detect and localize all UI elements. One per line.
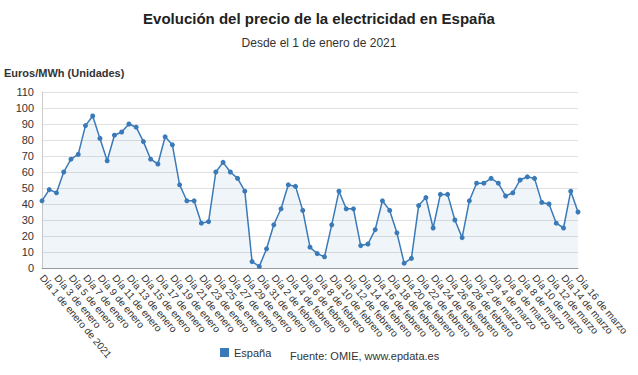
svg-text:90: 90 xyxy=(22,118,34,130)
svg-text:0: 0 xyxy=(28,262,34,274)
svg-text:Día 29 de enero: Día 29 de enero xyxy=(240,272,296,335)
svg-text:Día 8 de febrero: Día 8 de febrero xyxy=(313,272,368,335)
svg-text:Euros/MWh (Unidades): Euros/MWh (Unidades) xyxy=(4,67,125,79)
svg-text:80: 80 xyxy=(22,134,34,146)
svg-text:España: España xyxy=(234,347,272,359)
svg-text:Desde el 1 de enero de 2021: Desde el 1 de enero de 2021 xyxy=(242,36,397,50)
svg-text:50: 50 xyxy=(22,182,34,194)
svg-text:Día 10 de marzo: Día 10 de marzo xyxy=(530,272,587,337)
svg-text:Día 2 de febrero: Día 2 de febrero xyxy=(269,272,325,335)
svg-text:Día 15 de enero: Día 15 de enero xyxy=(139,272,194,335)
svg-text:Día 19 de enero: Día 19 de enero xyxy=(168,272,223,335)
svg-text:Día 4 de febrero: Día 4 de febrero xyxy=(284,272,339,335)
svg-text:Día 23 de enero: Día 23 de enero xyxy=(197,272,252,335)
svg-text:Día 20 de febrero: Día 20 de febrero xyxy=(399,272,459,340)
svg-text:Día 9 de enero: Día 9 de enero xyxy=(95,272,147,331)
svg-text:Día 5 de enero: Día 5 de enero xyxy=(66,272,118,331)
svg-text:Evolución del precio de la ele: Evolución del precio de la electricidad … xyxy=(143,10,495,27)
svg-text:Día 6 de febrero: Día 6 de febrero xyxy=(298,272,354,335)
svg-text:Día 13 de enero: Día 13 de enero xyxy=(124,272,180,335)
svg-text:Día 16 de febrero: Día 16 de febrero xyxy=(371,272,430,340)
svg-text:Día 11 de enero: Día 11 de enero xyxy=(110,272,165,334)
svg-text:Día 27 de enero: Día 27 de enero xyxy=(226,272,281,335)
svg-text:110: 110 xyxy=(16,86,34,98)
svg-text:Día 28 de febrero: Día 28 de febrero xyxy=(457,272,517,340)
svg-text:30: 30 xyxy=(22,214,34,226)
svg-text:Día 24 de febrero: Día 24 de febrero xyxy=(428,272,488,340)
svg-text:Día 22 de febrero: Día 22 de febrero xyxy=(414,272,473,340)
svg-text:Día 18 de febrero: Día 18 de febrero xyxy=(385,272,444,340)
svg-text:10: 10 xyxy=(22,246,34,258)
svg-text:Día 1 de enero de 2021: Día 1 de enero de 2021 xyxy=(37,272,114,360)
svg-text:Día 21 de enero: Día 21 de enero xyxy=(182,272,238,335)
svg-text:Día 12 de febrero: Día 12 de febrero xyxy=(342,272,401,340)
svg-text:Día 3 de enero: Día 3 de enero xyxy=(52,272,104,331)
svg-text:Día 25 de enero: Día 25 de enero xyxy=(211,272,267,335)
svg-text:Día 26 de febrero: Día 26 de febrero xyxy=(443,272,502,340)
svg-text:60: 60 xyxy=(22,166,34,178)
svg-text:100: 100 xyxy=(16,102,34,114)
svg-text:Día 17 de enero: Día 17 de enero xyxy=(153,272,209,335)
svg-text:Día 10 de febrero: Día 10 de febrero xyxy=(327,272,386,340)
svg-text:Día 6 de marzo: Día 6 de marzo xyxy=(501,272,554,332)
svg-text:Día 8 de marzo: Día 8 de marzo xyxy=(515,272,569,332)
svg-text:Día 2 de marzo: Día 2 de marzo xyxy=(472,272,525,332)
svg-text:Día 14 de marzo: Día 14 de marzo xyxy=(559,272,616,337)
svg-text:Día 14 de febrero: Día 14 de febrero xyxy=(356,272,415,340)
svg-text:Día 12 de marzo: Día 12 de marzo xyxy=(544,272,601,337)
svg-text:40: 40 xyxy=(22,198,34,210)
svg-text:Día 16 de marzo: Día 16 de marzo xyxy=(574,272,630,336)
svg-text:Día 31 de enero: Día 31 de enero xyxy=(255,272,310,335)
svg-text:20: 20 xyxy=(22,230,34,242)
svg-text:Fuente: OMIE, www.epdata.es: Fuente: OMIE, www.epdata.es xyxy=(290,350,440,362)
svg-text:70: 70 xyxy=(22,150,34,162)
svg-text:Día 7 de enero: Día 7 de enero xyxy=(81,272,133,331)
svg-text:Día 4 de marzo: Día 4 de marzo xyxy=(486,272,540,332)
